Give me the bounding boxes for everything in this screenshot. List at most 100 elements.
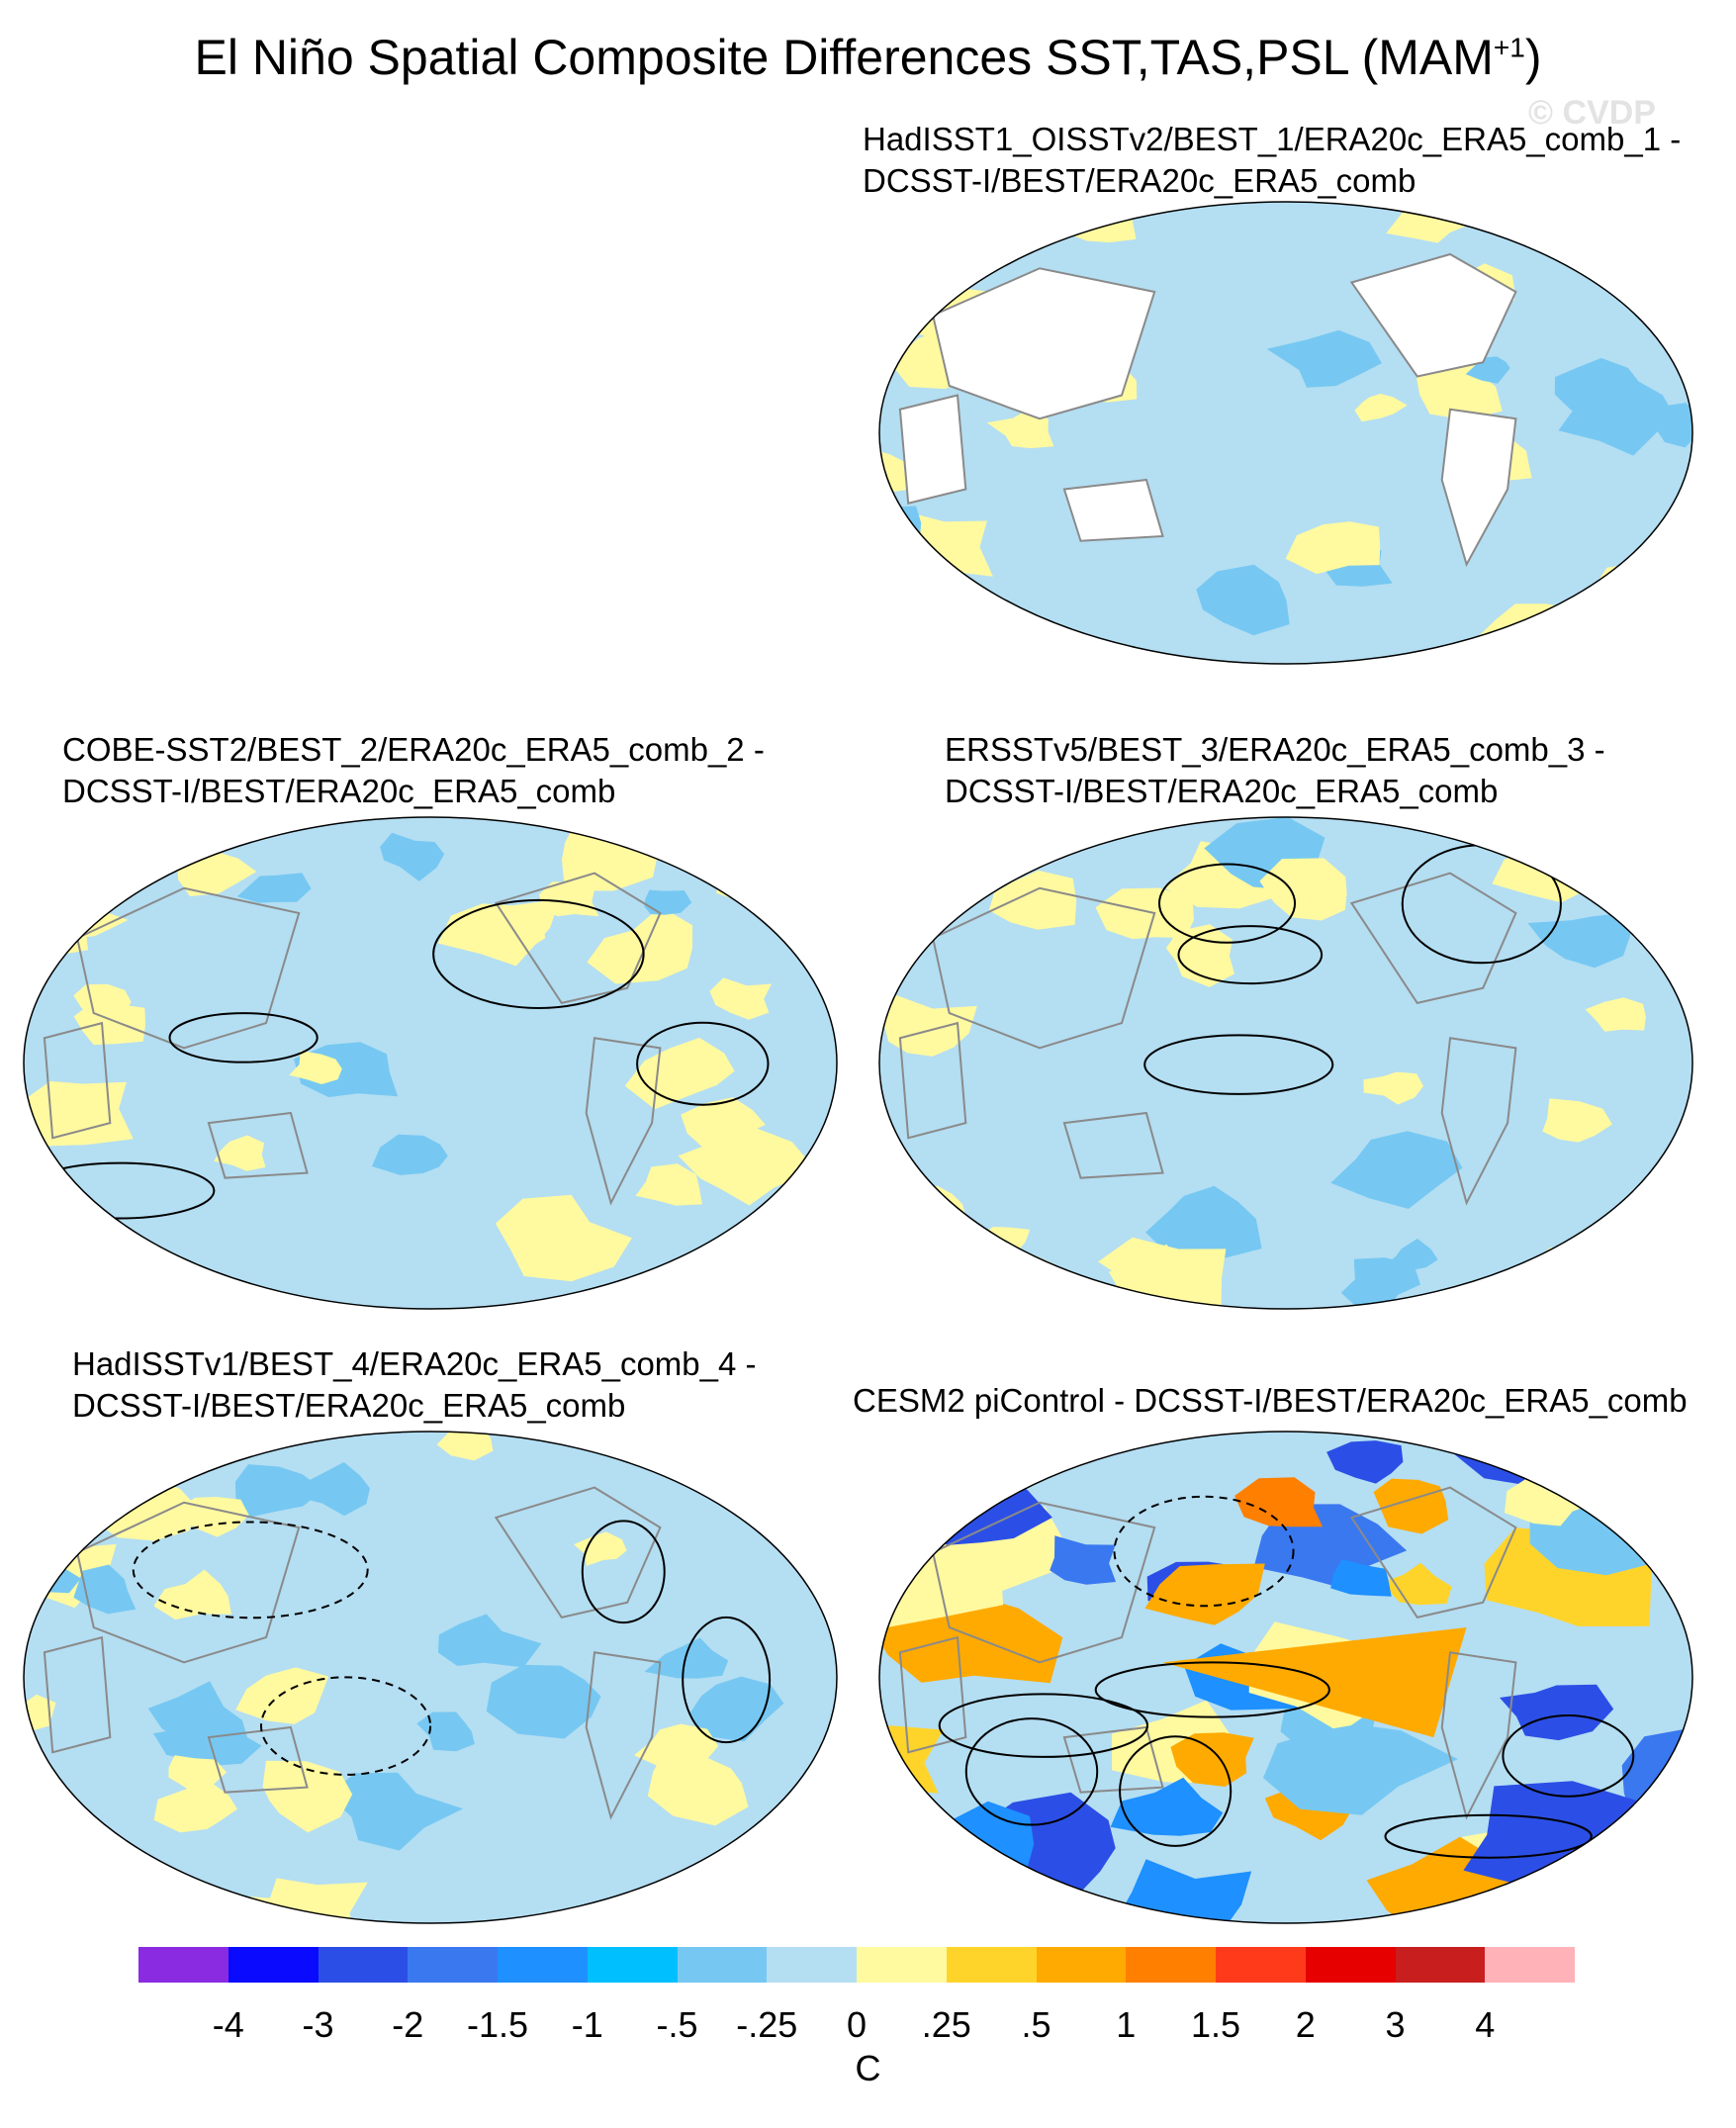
anomaly-patch [262, 1760, 353, 1833]
colorbar-swatch [587, 1947, 678, 1983]
anomaly-patch [1465, 356, 1510, 384]
psl-contour [636, 1021, 770, 1106]
colorbar-tick-label: -4 [212, 2004, 244, 2045]
anomaly-patch [234, 1464, 323, 1519]
coastline [898, 1635, 967, 1754]
anomaly-patch [1354, 394, 1408, 422]
panel-1-title: HadISST1_OISSTv2/BEST_1/ERA20c_ERA5_comb… [863, 121, 1682, 199]
anomaly-patch [214, 1135, 266, 1171]
anomaly-patch [644, 889, 692, 915]
anomaly-patch [65, 1432, 199, 1481]
anomaly-patch [1500, 1684, 1614, 1741]
map-border [23, 816, 838, 1310]
anomaly-patch [1196, 564, 1290, 636]
colorbar-swatch [1485, 1947, 1575, 1983]
panel-4-map [23, 1431, 838, 1924]
anomaly-patch [1463, 1781, 1668, 1912]
map-border [878, 1431, 1693, 1924]
coastline [494, 872, 662, 1005]
colorbar-swatch [1126, 1947, 1216, 1983]
anomaly-patch [689, 1676, 784, 1742]
anomaly-patch [988, 870, 1077, 930]
watermark: © CVDP [1528, 94, 1656, 132]
anomaly-patch [372, 1134, 448, 1175]
anomaly-patch [289, 1050, 342, 1084]
psl-contour [682, 1616, 772, 1744]
coastline [585, 1037, 662, 1206]
anomaly-patch [327, 1772, 464, 1851]
anomaly-patch [1340, 1257, 1420, 1309]
coastline [43, 1021, 112, 1140]
psl-contour [432, 898, 645, 1009]
psl-contour [1113, 1495, 1295, 1608]
coastline [207, 1725, 309, 1794]
colorbar-swatch [946, 1947, 1037, 1983]
anomaly-patch [153, 1781, 237, 1833]
warm-anomaly [1234, 1477, 1324, 1527]
coastline [75, 886, 301, 1050]
panel-5-title: CESM2 piControl - DCSST-I/BEST/ERA20c_ER… [853, 1382, 1688, 1419]
anomaly-patch [235, 1667, 329, 1724]
anomaly-patch [1330, 1559, 1392, 1597]
figure-title: El Niño Spatial Composite Differences SS… [194, 30, 1542, 85]
anomaly-patch [902, 1891, 996, 1923]
coastline [1440, 1651, 1517, 1820]
anomaly-patch [709, 977, 773, 1020]
anomaly-patch [1144, 1563, 1265, 1625]
coastline [1440, 1037, 1517, 1206]
anomaly-patch [24, 906, 89, 956]
colorbar-swatch [498, 1947, 588, 1983]
anomaly-patch [879, 1147, 909, 1192]
coastline [207, 1111, 309, 1179]
anomaly-patch [644, 1637, 729, 1679]
coastline [898, 394, 967, 505]
anomaly-patch [1581, 617, 1630, 643]
anomaly-patch [236, 873, 312, 903]
psl-contour [1177, 925, 1324, 985]
anomaly-patch [1050, 1535, 1117, 1585]
anomaly-patch [73, 983, 132, 1017]
anomaly-patch [76, 1221, 117, 1249]
colorbar-tick-label: -1.5 [466, 2004, 529, 2045]
anomaly-patch [1170, 1732, 1254, 1787]
anomaly-patch [883, 991, 977, 1057]
coastline [494, 1486, 662, 1619]
psl-contour [1143, 1034, 1334, 1095]
map-border [23, 1431, 838, 1924]
colorbar-tick-label: 3 [1385, 2004, 1406, 2045]
psl-contour [168, 1012, 319, 1064]
coastline [931, 267, 1156, 420]
map-border [878, 816, 1693, 1310]
coastline [1062, 1725, 1164, 1794]
anomaly-patch [147, 1681, 250, 1747]
anomaly-patch [1165, 924, 1234, 987]
colorbar-swatch [228, 1947, 319, 1983]
colorbar-swatch [677, 1947, 768, 1983]
anomaly-patch [1095, 887, 1194, 940]
enso-warm-tongue [1162, 1627, 1467, 1738]
anomaly-patch [880, 510, 993, 581]
psl-contour [1119, 1735, 1233, 1847]
anomaly-patch [887, 1801, 1035, 1897]
psl-contour [938, 1693, 1148, 1758]
psl-contour [1384, 1813, 1593, 1859]
anomaly-patch [1542, 1098, 1612, 1143]
anomaly-patch [1285, 521, 1381, 575]
map-background [24, 1432, 837, 1923]
anomaly-patch [1585, 997, 1646, 1032]
coastline [43, 1635, 112, 1754]
colorbar-swatch [1305, 1947, 1396, 1983]
anomaly-patch [647, 1744, 749, 1826]
colorbar-tick-label: 2 [1295, 2004, 1316, 2045]
colorbar-tick-label: -2 [392, 2004, 424, 2045]
anomaly-patch [797, 1166, 837, 1202]
anomaly-patch [1326, 1440, 1404, 1484]
colorbar-swatch [1216, 1947, 1306, 1983]
anomaly-patch [879, 889, 947, 930]
anomaly-patch [980, 1227, 1031, 1261]
anomaly-patch [1098, 1237, 1227, 1309]
anomaly-patch [26, 1186, 88, 1228]
anomaly-patch [635, 1163, 702, 1206]
panel-3-map [878, 816, 1693, 1310]
anomaly-patch [1599, 823, 1687, 893]
